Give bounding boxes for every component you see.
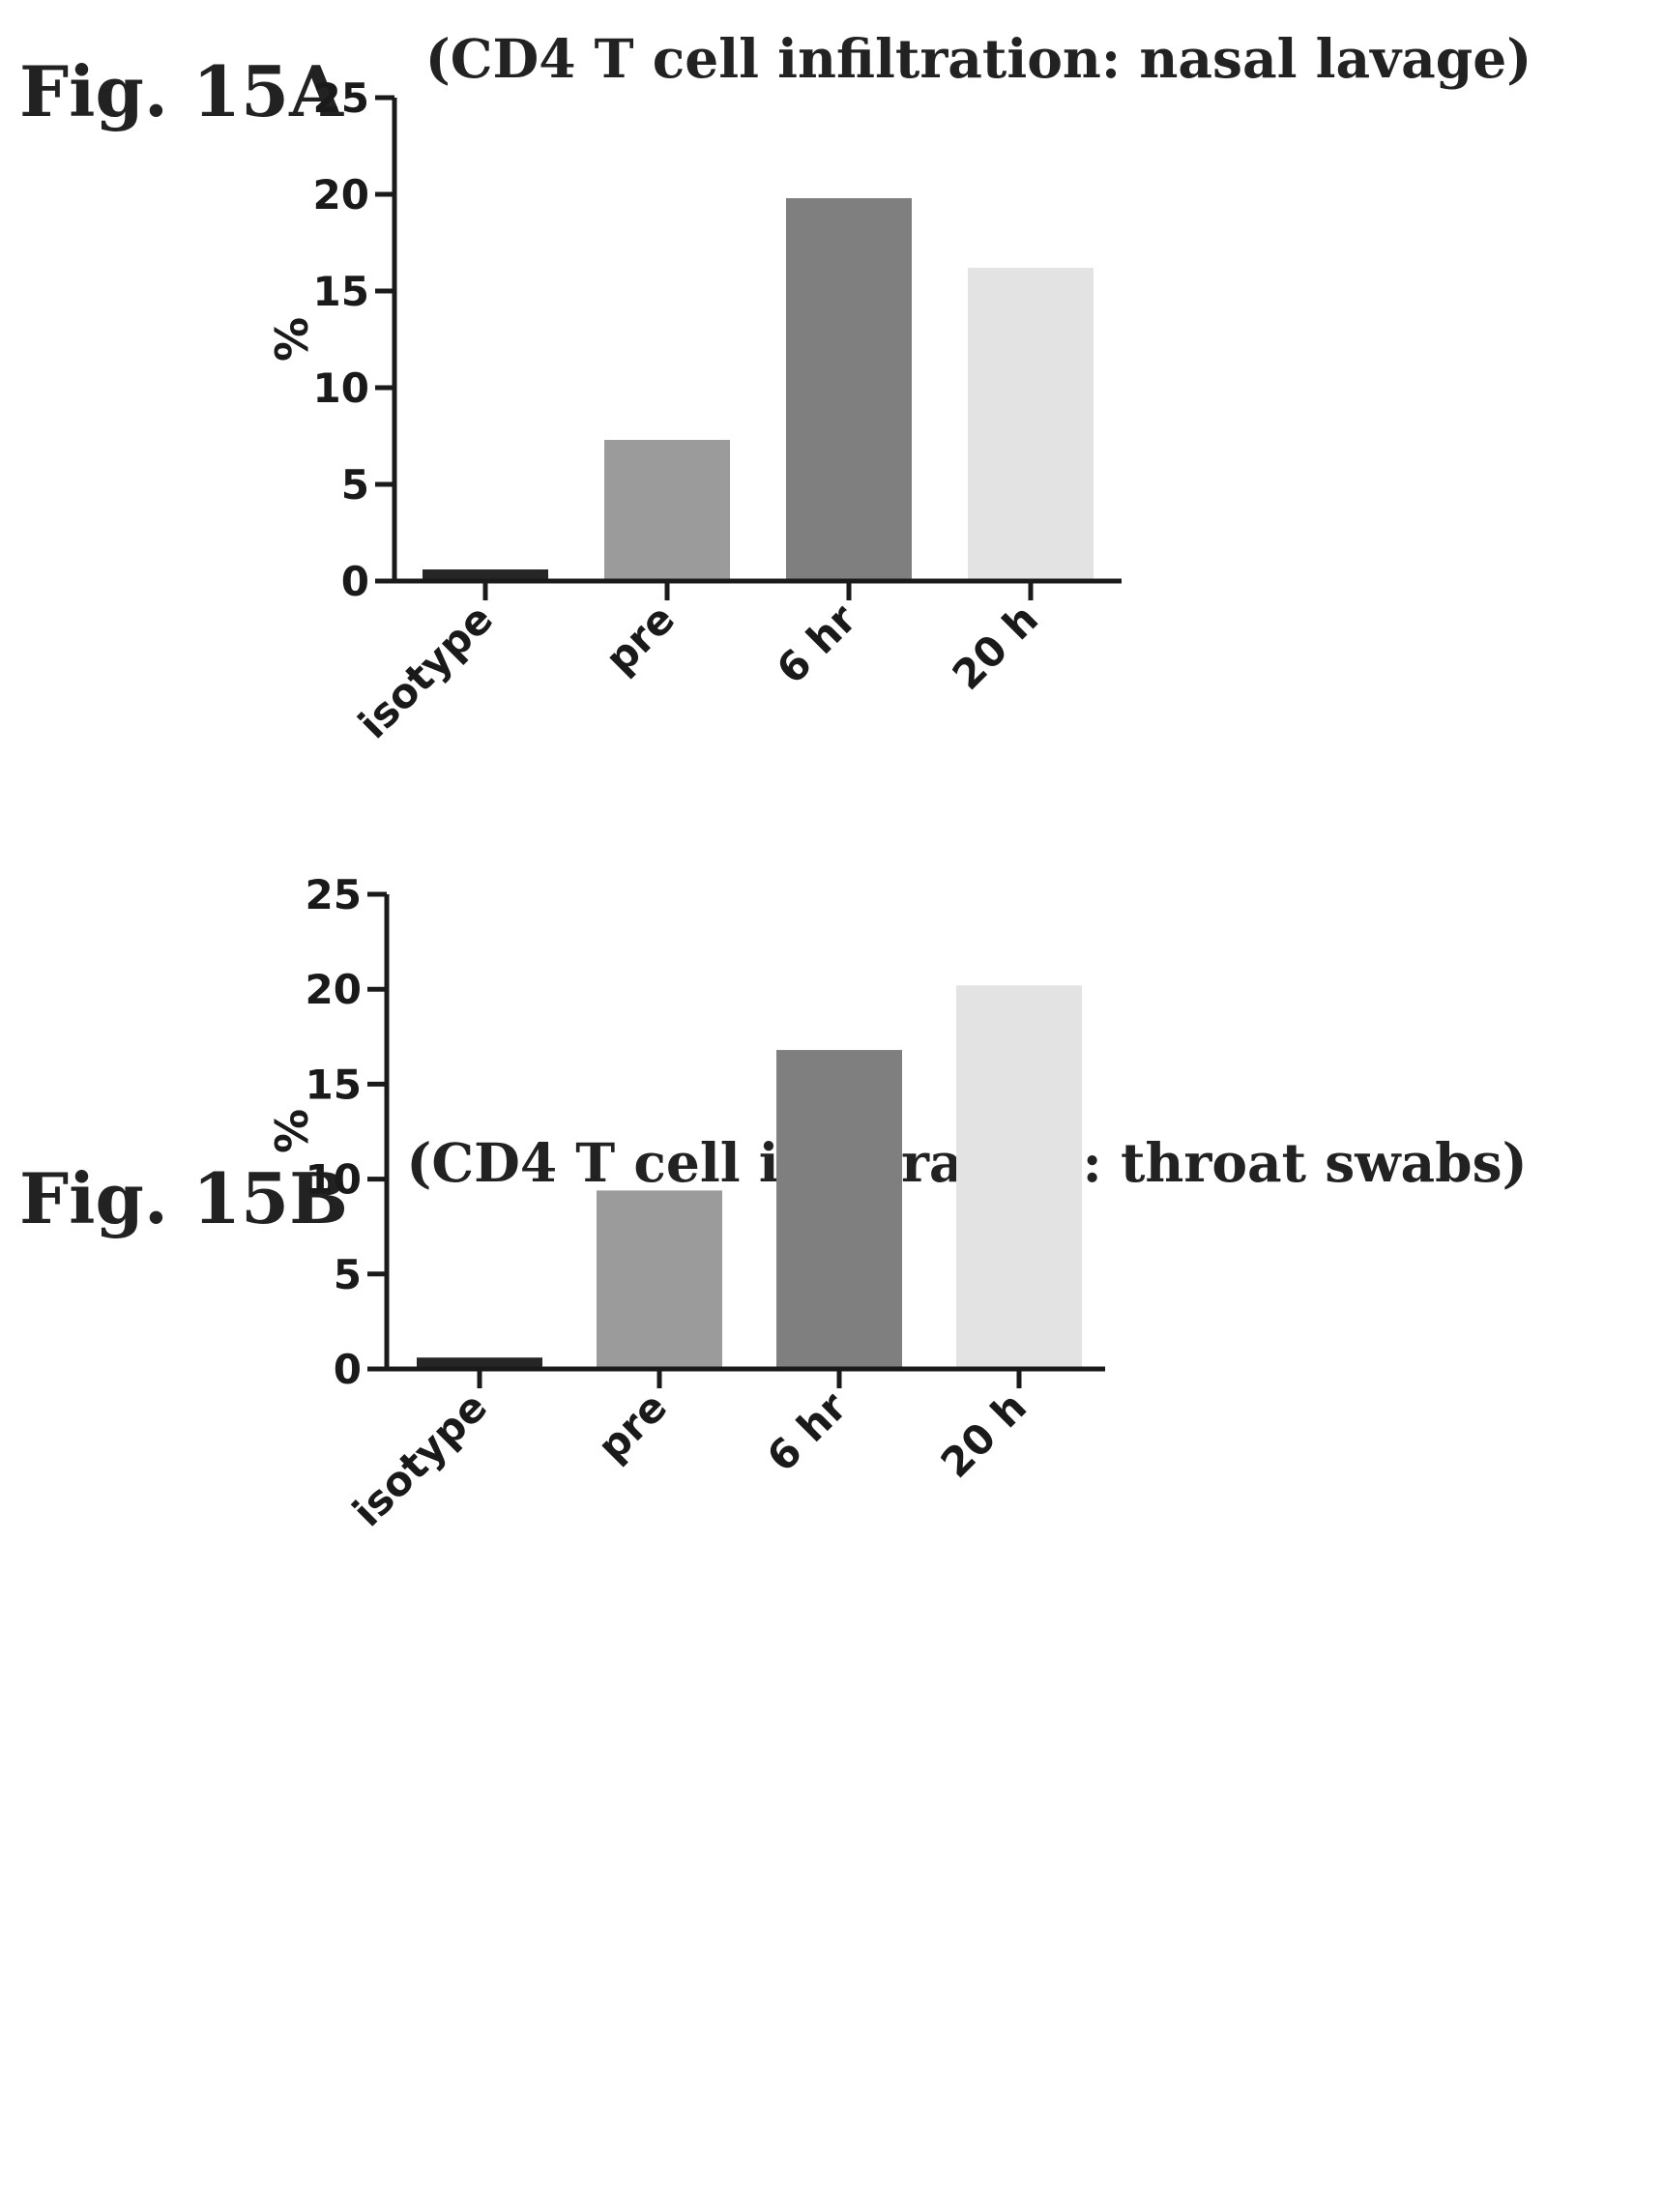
y-tick-label: 15 (313, 268, 369, 315)
x-category-label: isotype (343, 1382, 496, 1535)
bar-6-hr (786, 198, 912, 581)
y-tick-label: 20 (306, 966, 362, 1013)
x-category-label: 20 h (944, 595, 1047, 698)
x-category-label: isotype (349, 595, 502, 747)
bar-isotype (423, 569, 548, 581)
y-tick-label: 0 (341, 558, 369, 605)
y-tick-label: 15 (306, 1061, 362, 1108)
x-category-label: 6 hr (758, 1382, 857, 1481)
y-tick-label: 0 (334, 1346, 362, 1393)
y-tick-label: 10 (306, 1156, 362, 1204)
y-axis-label: % (266, 317, 318, 362)
x-category-label: 6 hr (768, 595, 866, 693)
y-tick-label: 5 (341, 461, 369, 509)
figure-b-label: Fig. 15B (19, 1157, 348, 1239)
bar-isotype (417, 1357, 542, 1369)
x-category-label: 20 h (932, 1382, 1036, 1486)
x-category-label: pre (596, 595, 684, 683)
x-category-label: pre (588, 1382, 676, 1470)
figure-a-label: Fig. 15A (19, 50, 344, 132)
figure-b: Fig. 15B (CD4 T cell infiltration: throa… (19, 871, 1528, 1535)
bar-20-h (968, 268, 1094, 581)
chart-a: 0 5 10 15 20 25 isotype pre 6 hr 20 h% (266, 74, 1122, 747)
y-tick-label: 20 (313, 171, 369, 218)
bar-pre (604, 440, 730, 581)
bar-pre (597, 1190, 722, 1369)
y-tick-label: 25 (313, 74, 369, 122)
bar-6-hr (776, 1050, 902, 1369)
y-tick-label: 25 (306, 871, 362, 918)
bar-20-h (956, 985, 1082, 1369)
figure-a-title: (CD4 T cell infiltration: nasal lavage) (425, 27, 1532, 90)
y-tick-label: 5 (334, 1251, 362, 1298)
y-axis-label: % (266, 1109, 318, 1153)
figure-a: Fig. 15A (CD4 T cell infiltration: nasal… (19, 27, 1532, 747)
y-tick-label: 10 (313, 364, 369, 412)
chart-b: 0 5 10 15 20 25 isotype pre 6 hr 20 h% (266, 871, 1105, 1535)
